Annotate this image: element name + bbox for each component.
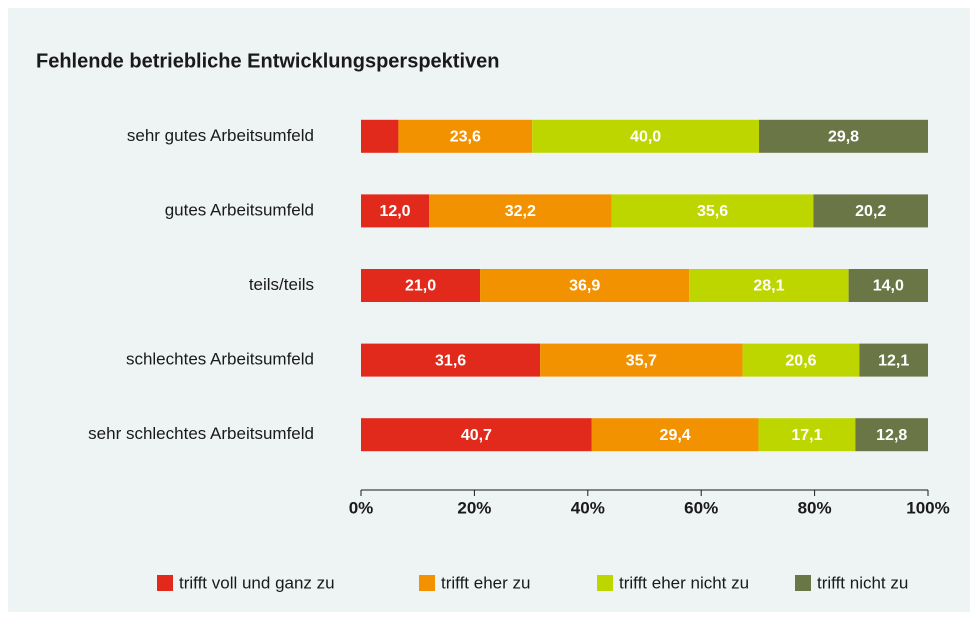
bar-segment [848, 269, 928, 302]
bar-segment [611, 194, 814, 228]
bar-segment [742, 343, 860, 377]
category-label: sehr gutes Arbeitsumfeld [127, 126, 314, 145]
bar-segment [361, 269, 481, 302]
bar-segment [591, 418, 759, 452]
bar-segment [540, 343, 743, 377]
category-label: sehr schlechtes Arbeitsumfeld [88, 424, 314, 443]
bar-segment [361, 418, 592, 452]
bar-segment [855, 418, 928, 452]
bar-segment [859, 343, 928, 377]
value-label: 32,2 [505, 203, 536, 220]
legend-label: trifft nicht zu [817, 573, 908, 592]
legend-label: trifft eher nicht zu [619, 573, 749, 592]
bar-segment [532, 119, 760, 153]
legend-swatch [419, 575, 435, 591]
value-label: 14,0 [873, 278, 904, 295]
value-label: 23,6 [450, 129, 481, 146]
panel [8, 8, 970, 612]
chart-title: Fehlende betriebliche Entwicklungsperspe… [36, 50, 499, 72]
value-label: 35,6 [697, 203, 728, 220]
value-label: 12,0 [379, 203, 410, 220]
bar-segment [361, 194, 430, 228]
x-tick-label: 100% [906, 498, 949, 517]
legend-swatch [597, 575, 613, 591]
value-label: 40,7 [461, 427, 492, 444]
x-tick-label: 0% [349, 498, 374, 517]
legend-label: trifft eher zu [441, 573, 530, 592]
bar-segment [398, 119, 533, 153]
value-label: 31,6 [435, 352, 466, 369]
bar-segment [689, 269, 849, 302]
legend-label: trifft voll und ganz zu [179, 573, 335, 592]
value-label: 17,1 [791, 427, 822, 444]
bar-segment [429, 194, 612, 228]
value-label: 29,4 [660, 427, 691, 444]
value-label: 20,2 [855, 203, 886, 220]
value-label: 28,1 [753, 278, 784, 295]
value-label: 12,1 [878, 352, 909, 369]
category-label: schlechtes Arbeitsumfeld [126, 350, 314, 369]
bar-segment [361, 343, 541, 377]
value-label: 12,8 [876, 427, 907, 444]
bar-segment [813, 194, 928, 228]
bar-segment [361, 119, 399, 153]
bar-segment [480, 269, 690, 302]
bar-segment [758, 418, 856, 452]
x-tick-label: 20% [457, 498, 491, 517]
legend-swatch [157, 575, 173, 591]
legend-swatch [795, 575, 811, 591]
x-tick-label: 60% [684, 498, 718, 517]
bar-segment [759, 119, 928, 153]
x-tick-label: 80% [798, 498, 832, 517]
category-label: teils/teils [249, 275, 314, 294]
value-label: 36,9 [569, 278, 600, 295]
value-label: 29,8 [828, 129, 859, 146]
category-label: gutes Arbeitsumfeld [165, 200, 314, 219]
value-label: 20,6 [785, 352, 816, 369]
value-label: 35,7 [626, 352, 657, 369]
value-label: 21,0 [405, 278, 436, 295]
x-tick-label: 40% [571, 498, 605, 517]
value-label: 40,0 [630, 129, 661, 146]
